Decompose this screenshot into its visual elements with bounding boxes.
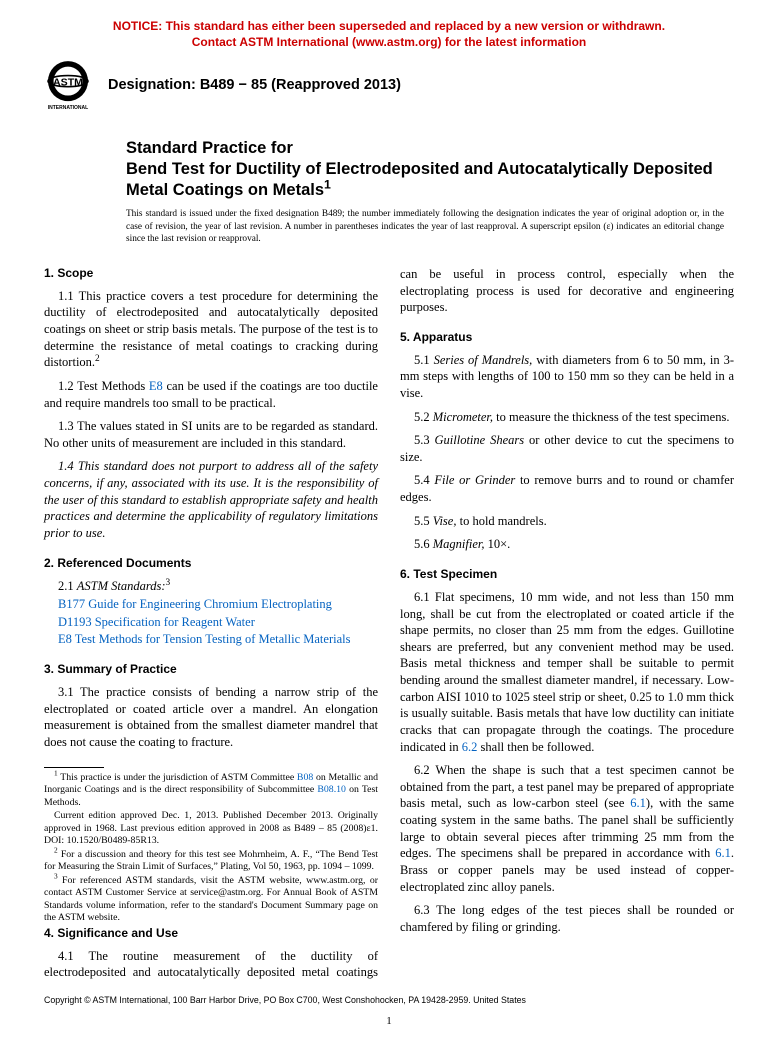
para-1-2: 1.2 Test Methods E8 can be used if the c… xyxy=(44,378,378,411)
link-6-1a[interactable]: 6.1 xyxy=(630,796,646,810)
fn-2: 2 For a discussion and theory for this t… xyxy=(44,849,378,874)
notice-banner: NOTICE: This standard has either been su… xyxy=(44,18,734,50)
header-row: ASTM INTERNATIONAL Designation: B489 − 8… xyxy=(40,60,734,110)
ref-d1193: D1193 Specification for Reagent Water xyxy=(58,614,378,631)
link-e8-ref[interactable]: E8 xyxy=(58,632,72,646)
para-5-4: 5.4 File or Grinder to remove burrs and … xyxy=(400,472,734,505)
section-3-head: 3. Summary of Practice xyxy=(44,662,378,678)
designation: Designation: B489 − 85 (Reapproved 2013) xyxy=(108,76,401,95)
fn-1b: Current edition approved Dec. 1, 2013. P… xyxy=(44,810,378,848)
notice-line1: NOTICE: This standard has either been su… xyxy=(113,19,665,33)
para-5-3: 5.3 Guillotine Shears or other device to… xyxy=(400,432,734,465)
section-4-head: 4. Significance and Use xyxy=(44,926,378,942)
para-1-3: 1.3 The values stated in SI units are to… xyxy=(44,418,378,451)
para-5-5: 5.5 Vise, to hold mandrels. xyxy=(400,513,734,530)
link-b08[interactable]: B08 xyxy=(297,772,313,783)
para-3-1: 3.1 The practice consists of bending a n… xyxy=(44,684,378,751)
section-1-head: 1. Scope xyxy=(44,266,378,282)
para-1-1: 1.1 This practice covers a test procedur… xyxy=(44,288,378,371)
link-d1193[interactable]: D1193 xyxy=(58,615,92,629)
title-main: Bend Test for Ductility of Electrodeposi… xyxy=(126,159,734,200)
para-6-2: 6.2 When the shape is such that a test s… xyxy=(400,762,734,895)
svg-text:INTERNATIONAL: INTERNATIONAL xyxy=(48,105,88,110)
para-2-1: 2.1 ASTM Standards:3 xyxy=(44,578,378,595)
para-6-1: 6.1 Flat specimens, 10 mm wide, and not … xyxy=(400,589,734,755)
link-e8[interactable]: E8 xyxy=(149,379,163,393)
notice-line2: Contact ASTM International (www.astm.org… xyxy=(192,35,586,49)
para-1-4: 1.4 This standard does not purport to ad… xyxy=(44,458,378,541)
ref-b177: B177 Guide for Engineering Chromium Elec… xyxy=(58,596,378,613)
link-6-1b[interactable]: 6.1 xyxy=(715,846,731,860)
fn-1: 1 This practice is under the jurisdictio… xyxy=(44,772,378,810)
link-6-2[interactable]: 6.2 xyxy=(462,740,478,754)
para-5-6: 5.6 Magnifier, 10×. xyxy=(400,536,734,553)
title-sup: 1 xyxy=(324,177,331,191)
para-5-2: 5.2 Micrometer, to measure the thickness… xyxy=(400,409,734,426)
astm-logo: ASTM INTERNATIONAL xyxy=(40,60,96,110)
section-5-head: 5. Apparatus xyxy=(400,330,734,346)
footnotes: 1 This practice is under the jurisdictio… xyxy=(44,772,378,925)
para-6-3: 6.3 The long edges of the test pieces sh… xyxy=(400,902,734,935)
content-columns: 1. Scope 1.1 This practice covers a test… xyxy=(44,266,734,981)
title-prefix: Standard Practice for xyxy=(126,138,734,159)
title-block: Standard Practice for Bend Test for Duct… xyxy=(126,138,734,200)
issue-note: This standard is issued under the fixed … xyxy=(126,208,724,246)
ref-e8: E8 Test Methods for Tension Testing of M… xyxy=(58,631,378,648)
svg-text:ASTM: ASTM xyxy=(53,77,83,89)
copyright: Copyright © ASTM International, 100 Barr… xyxy=(44,995,526,1007)
link-b177[interactable]: B177 xyxy=(58,597,85,611)
page-number: 1 xyxy=(0,1014,778,1029)
section-2-head: 2. Referenced Documents xyxy=(44,556,378,572)
fn-3: 3 For referenced ASTM standards, visit t… xyxy=(44,875,378,925)
footnote-rule xyxy=(44,767,104,768)
section-6-head: 6. Test Specimen xyxy=(400,567,734,583)
title-main-text: Bend Test for Ductility of Electrodeposi… xyxy=(126,160,713,199)
link-b08-10[interactable]: B08.10 xyxy=(317,784,346,795)
para-5-1: 5.1 Series of Mandrels, with diameters f… xyxy=(400,352,734,402)
